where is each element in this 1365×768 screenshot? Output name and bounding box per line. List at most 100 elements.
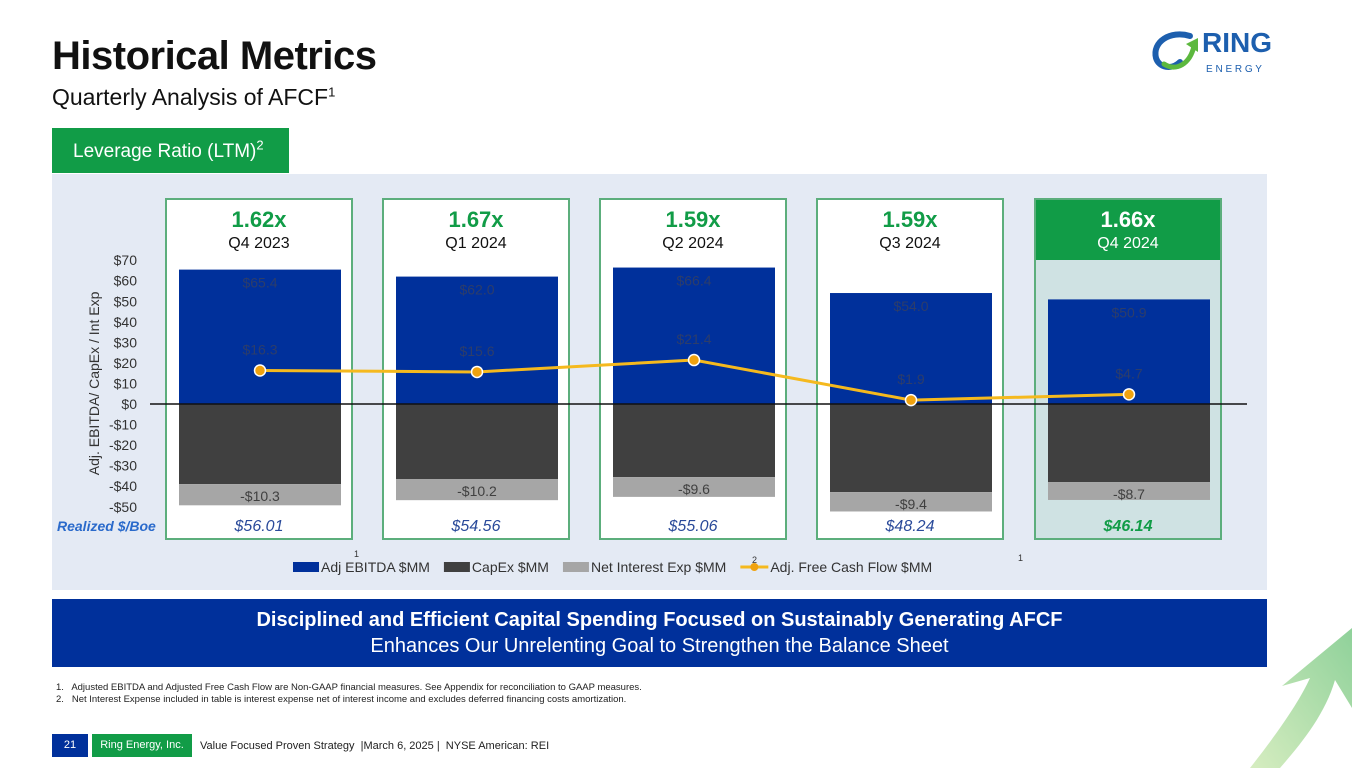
- y-tick-label: -$50: [109, 499, 137, 515]
- point-afcf: [470, 365, 484, 379]
- bar-capex: [830, 404, 992, 493]
- bar-capex: [179, 404, 341, 485]
- data-label-afcf: $4.7: [1115, 365, 1142, 381]
- y-tick-label: -$20: [109, 437, 137, 453]
- quarter-label: Q3 2024: [879, 235, 941, 252]
- leverage-value: 1.66x: [1100, 207, 1156, 232]
- growth-arrow-icon: [1250, 628, 1352, 768]
- footnote-ref: 1: [328, 84, 336, 100]
- summary-banner: Disciplined and Efficient Capital Spendi…: [52, 599, 1267, 667]
- data-label-ebitda: $65.4: [242, 275, 277, 291]
- leverage-value: 1.67x: [448, 207, 504, 232]
- point-afcf: [253, 364, 267, 377]
- footnote-ref: 2: [256, 137, 264, 153]
- legend-superscript: 1: [1018, 553, 1023, 563]
- quarter-header: 1.66x Q4 2024: [1036, 200, 1220, 260]
- quarter-header: 1.59x Q3 2024: [818, 200, 1002, 260]
- legend-label: CapEx $MM: [472, 559, 549, 575]
- y-tick-label: $50: [114, 293, 138, 309]
- y-tick-label: -$40: [109, 478, 137, 494]
- logo-tagline: E N E R G Y: [1206, 64, 1262, 75]
- banner-headline: Disciplined and Efficient Capital Spendi…: [256, 609, 1063, 631]
- subtitle-text: Quarterly Analysis of AFCF: [52, 84, 329, 110]
- quarter-header: 1.67x Q1 2024: [384, 200, 568, 260]
- bar-net-interest: [830, 492, 992, 512]
- data-label-interest: -$9.4: [895, 496, 927, 512]
- bar-adj-ebitda: [1048, 299, 1210, 404]
- bar-adj-ebitda: [613, 267, 775, 404]
- y-tick-label: -$10: [109, 417, 137, 433]
- bar-adj-ebitda: [179, 269, 341, 404]
- footer-text: Value Focused Proven Strategy |March 6, …: [200, 739, 550, 752]
- point-afcf: [687, 353, 701, 367]
- y-tick-label: $10: [114, 375, 138, 391]
- footnote-2: 2. Net Interest Expense included in tabl…: [56, 694, 627, 705]
- footnote-1: 1. Adjusted EBITDA and Adjusted Free Cas…: [56, 682, 642, 693]
- data-label-afcf: $16.3: [242, 342, 277, 358]
- data-label-ebitda: $50.9: [1111, 304, 1146, 320]
- bar-adj-ebitda: [830, 293, 992, 404]
- legend-marker-afcf: [750, 563, 759, 571]
- quarter-header: 1.59x Q2 2024: [601, 200, 785, 260]
- leverage-value: 1.59x: [665, 207, 721, 232]
- quarter-label: Q2 2024: [662, 235, 724, 252]
- data-label-interest: -$10.2: [457, 483, 497, 499]
- legend-label: Net Interest Exp $MM: [591, 559, 726, 575]
- realized-label: Realized $/Boe: [57, 518, 156, 534]
- y-axis-label: Adj. EBITDA/ CapEx / Int Exp: [86, 291, 102, 475]
- y-tick-label: $70: [114, 252, 138, 268]
- quarter-label: Q1 2024: [445, 235, 507, 252]
- data-label-ebitda: $66.4: [676, 273, 711, 289]
- legend-swatch: [562, 562, 589, 572]
- quarter-label: Q4 2024: [1097, 235, 1159, 252]
- data-label-interest: -$10.3: [240, 488, 280, 504]
- tag-text: Leverage Ratio (LTM): [73, 141, 257, 162]
- data-label-afcf: $1.9: [897, 371, 924, 387]
- legend-label: Adj. Free Cash Flow $MM: [770, 559, 932, 575]
- page-subtitle: Quarterly Analysis of AFCF1: [52, 84, 335, 111]
- quarter-label: Q4 2023: [228, 235, 290, 252]
- ring-energy-logo: RING E N E R G Y: [1152, 27, 1272, 75]
- data-label-afcf: $15.6: [459, 343, 494, 359]
- banner-subline: Enhances Our Unrelenting Goal to Strengt…: [370, 635, 949, 657]
- company-name: Ring Energy, Inc.: [92, 734, 192, 757]
- y-tick-label: $20: [114, 355, 138, 371]
- y-tick-label: -$30: [109, 458, 137, 474]
- legend-swatch: [293, 562, 319, 572]
- data-label-afcf: $21.4: [676, 331, 711, 347]
- point-afcf: [1122, 388, 1136, 401]
- bar-capex: [1048, 404, 1210, 483]
- data-label-interest: -$8.7: [1113, 486, 1145, 502]
- page-number: 21: [52, 734, 88, 757]
- leverage-value: 1.62x: [231, 207, 287, 232]
- bar-capex: [613, 404, 775, 478]
- data-label-ebitda: $62.0: [459, 282, 494, 298]
- realized-price: $54.56: [451, 518, 501, 535]
- legend-superscript: 2: [752, 555, 757, 565]
- footnotes: 1. Adjusted EBITDA and Adjusted Free Cas…: [56, 682, 642, 706]
- page-title: Historical Metrics: [52, 34, 377, 78]
- bar-net-interest: [613, 477, 775, 497]
- realized-price: $56.01: [234, 518, 284, 535]
- bar-adj-ebitda: [396, 276, 558, 404]
- leverage-value: 1.59x: [882, 207, 938, 232]
- legend-superscript: 1: [354, 549, 359, 559]
- leverage-ratio-tag: Leverage Ratio (LTM)2: [52, 128, 289, 173]
- bar-net-interest: [179, 484, 341, 506]
- y-tick-label: $0: [121, 396, 137, 412]
- bar-capex: [396, 404, 558, 480]
- quarter-header: 1.62x Q4 2023: [167, 200, 351, 260]
- slide-footer: 21 Ring Energy, Inc. Value Focused Prove…: [52, 734, 549, 757]
- logo-name: RING: [1202, 27, 1272, 58]
- data-label-interest: -$9.6: [678, 481, 710, 497]
- point-afcf: [904, 393, 918, 407]
- bar-net-interest: [396, 479, 558, 501]
- legend-label: Adj EBITDA $MM: [321, 559, 430, 575]
- realized-price: $46.14: [1103, 518, 1153, 535]
- y-tick-label: $60: [114, 273, 138, 289]
- realized-price: $48.24: [885, 518, 935, 535]
- realized-price: $55.06: [668, 518, 718, 535]
- y-tick-label: $30: [114, 334, 138, 350]
- y-tick-label: $40: [114, 314, 138, 330]
